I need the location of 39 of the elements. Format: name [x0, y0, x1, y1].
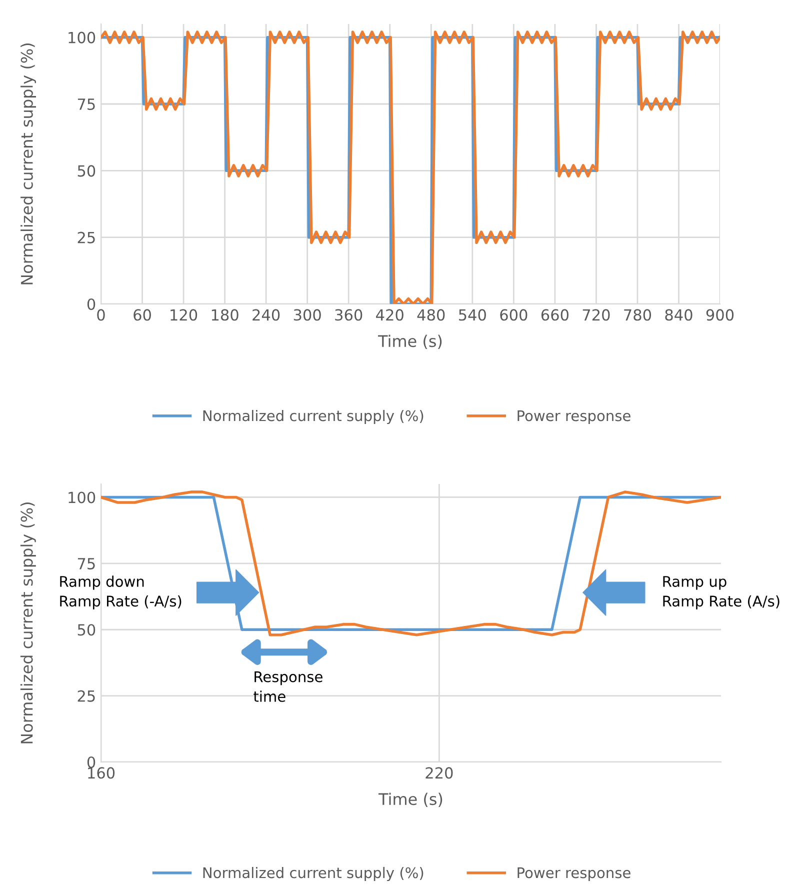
x-tick-label: 720: [582, 309, 610, 321]
annotation: Ramp down Ramp Rate (-A/s): [60, 576, 182, 610]
x-axis-title: Time (s): [378, 792, 442, 807]
x-tick-label: 220: [426, 767, 453, 779]
y-tick-label: 25: [78, 232, 95, 244]
x-tick-label: 180: [212, 309, 238, 321]
x-tick-label: 420: [376, 309, 404, 321]
x-tick-label: 780: [624, 309, 652, 321]
legend-label: Power response: [518, 867, 630, 882]
legend-label: Power response: [518, 410, 630, 424]
annotation: Ramp up Ramp Rate (A/s): [663, 576, 780, 610]
y-tick-label: 50: [78, 624, 96, 636]
y-tick-label: 100: [68, 492, 96, 504]
annotation: Response time: [254, 671, 322, 702]
y-tick-label: 75: [78, 558, 95, 570]
y-tick-label: 25: [78, 690, 95, 702]
legend-label: Normalized current supply (%): [203, 410, 424, 424]
x-tick-label: 60: [134, 309, 151, 321]
x-tick-label: 160: [88, 767, 115, 779]
y-tick-label: 75: [78, 98, 95, 110]
y-tick-label: 0: [87, 298, 96, 310]
x-tick-label: 120: [170, 309, 198, 321]
x-tick-label: 480: [417, 309, 445, 321]
y-axis-title: Normalized current supply (%): [20, 44, 36, 284]
x-tick-label: 0: [97, 309, 105, 321]
y-axis-title: Normalized current supply (%): [20, 502, 36, 744]
x-tick-label: 240: [252, 309, 280, 321]
y-tick-label: 0: [87, 756, 96, 768]
y-tick-label: 50: [78, 165, 96, 177]
x-tick-label: 900: [706, 309, 734, 321]
x-tick-label: 300: [294, 309, 321, 321]
legend-label: Normalized current supply (%): [203, 866, 424, 882]
x-tick-label: 660: [541, 309, 568, 321]
y-tick-label: 100: [68, 32, 96, 44]
x-tick-label: 540: [459, 309, 486, 321]
x-tick-label: 600: [500, 309, 528, 321]
x-tick-label: 840: [665, 309, 692, 321]
x-tick-label: 360: [335, 309, 362, 321]
x-axis-title: Time (s): [378, 334, 442, 349]
